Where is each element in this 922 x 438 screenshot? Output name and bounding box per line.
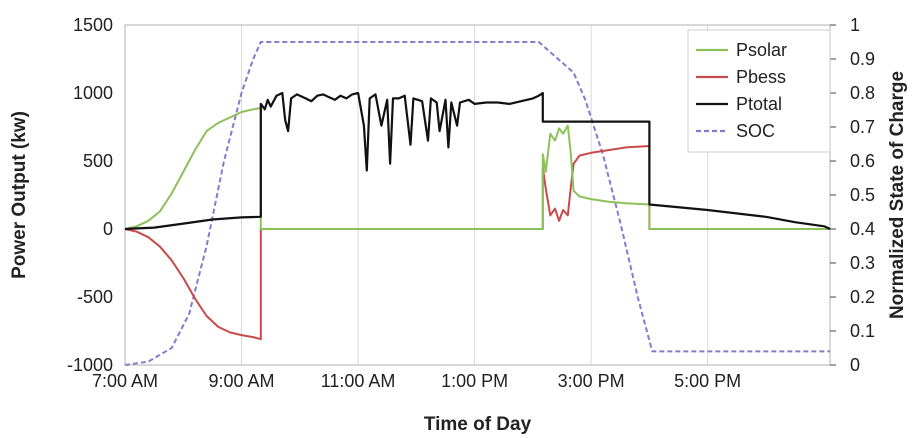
axes: 7:00 AM 9:00 AM 11:00 AM 1:00 PM 3:00 PM 5:00… [67, 15, 875, 391]
y2-tick-label: 0.7 [850, 117, 875, 137]
y2-tick-label: 0 [850, 355, 860, 375]
y-tick-label: -500 [77, 287, 113, 307]
x-tick-label: 5:00 PM [674, 371, 741, 391]
legend-label-ptotal: Ptotal [736, 94, 782, 114]
gridlines [124, 25, 709, 365]
legend-label-psolar: Psolar [736, 40, 787, 60]
y2-tick-label: 0.1 [850, 321, 875, 341]
series-line-pbess [124, 145, 830, 341]
y2-tick-label: 0.5 [850, 185, 875, 205]
y2-tick-label: 1 [850, 15, 860, 35]
series-layer [124, 41, 831, 366]
y-tick-label: 500 [83, 151, 113, 171]
y-tick-label: 1000 [73, 83, 113, 103]
y-tick-label: 1500 [73, 15, 113, 35]
y2-tick-label: 0.9 [850, 49, 875, 69]
x-tick-label: 7:00 AM [92, 371, 158, 391]
y2-tick-label: 0.8 [850, 83, 875, 103]
x-tick-label: 9:00 AM [209, 371, 275, 391]
y-axis-title: Power Output (kw) [9, 111, 30, 279]
y-tick-label: -1000 [67, 355, 113, 375]
x-tick-label: 1:00 PM [441, 371, 508, 391]
y2-tick-label: 0.3 [850, 253, 875, 273]
legend-label-pbess: Pbess [736, 67, 786, 87]
y2-axis-title: Normalized State of Charge [887, 71, 908, 319]
legend: Psolar Pbess Ptotal SOC [687, 29, 831, 153]
y2-tick-label: 0.4 [850, 219, 875, 239]
x-tick-label: 3:00 PM [558, 371, 625, 391]
x-axis-title: Time of Day [424, 414, 532, 435]
series-line-psolar [124, 107, 830, 230]
x-tick-label: 11:00 AM [321, 371, 396, 391]
series-line-ptotal [124, 91, 831, 231]
legend-label-soc: SOC [736, 121, 775, 141]
y2-tick-label: 0.2 [850, 287, 875, 307]
y2-tick-label: 0.6 [850, 151, 875, 171]
series-line-soc [124, 41, 830, 366]
y-tick-label: 0 [103, 219, 113, 239]
